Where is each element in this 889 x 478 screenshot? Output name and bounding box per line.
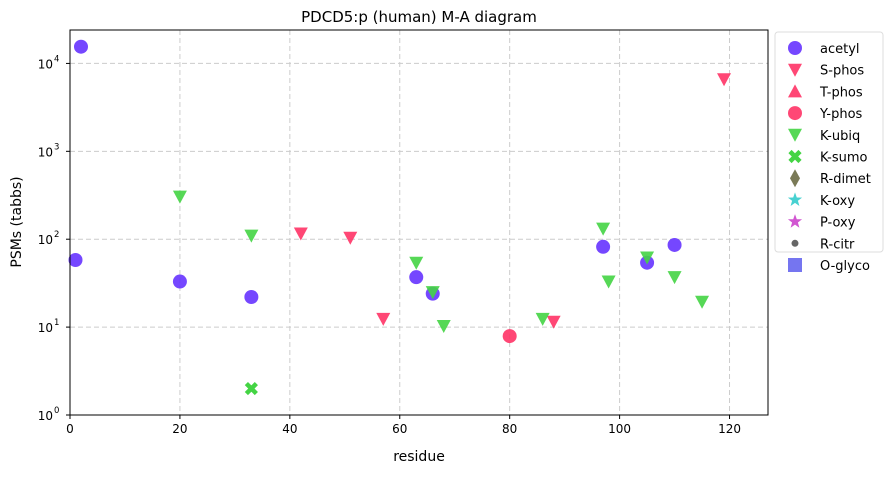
y-tick-exponent: 3 — [54, 142, 59, 152]
data-point-k-ubiq — [436, 319, 451, 333]
data-point-k-ubiq — [409, 256, 424, 270]
legend-label: K-sumo — [820, 151, 868, 166]
legend-marker-k-oxy — [787, 192, 803, 206]
data-point-acetyl — [596, 239, 611, 254]
legend-marker-k-ubiq — [788, 128, 802, 142]
data-point-acetyl — [244, 290, 259, 305]
chart-title: PDCD5:p (human) M-A diagram — [301, 8, 537, 26]
y-tick-exponent: 1 — [54, 318, 59, 328]
x-tick-label: 40 — [282, 422, 297, 436]
y-tick-label: 10 — [38, 321, 53, 335]
plot-frame — [69, 29, 769, 416]
data-point-k-ubiq — [425, 286, 440, 300]
legend-marker-r-citr — [791, 239, 799, 247]
data-point-s-phos — [717, 73, 732, 87]
legend-label: R-citr — [820, 237, 855, 252]
y-tick-exponent: 2 — [54, 230, 59, 240]
data-point-k-ubiq — [172, 190, 187, 204]
x-tick-label: 100 — [608, 422, 631, 436]
legend-label: R-dimet — [820, 172, 871, 187]
data-point-s-phos — [376, 312, 391, 326]
legend-box — [774, 31, 884, 253]
data-point-acetyl — [68, 253, 83, 268]
y-tick-exponent: 4 — [54, 54, 59, 64]
data-point-acetyl — [73, 39, 88, 54]
data-point-k-ubiq — [535, 312, 550, 326]
y-tick-exponent: 0 — [54, 406, 59, 416]
legend-marker-s-phos — [788, 63, 802, 77]
data-point-k-ubiq — [244, 229, 259, 243]
x-tick-label: 80 — [502, 422, 517, 436]
legend-marker-y-phos — [788, 106, 802, 121]
y-tick-label: 10 — [38, 57, 53, 71]
data-point-k-ubiq — [596, 222, 611, 236]
x-axis-label: residue — [393, 449, 445, 465]
legend-label: T-phos — [819, 85, 863, 100]
data-point-acetyl — [409, 270, 424, 285]
data-point-acetyl — [667, 237, 682, 252]
y-tick-label: 10 — [38, 145, 53, 159]
data-point-k-ubiq — [667, 271, 682, 285]
data-point-y-phos — [502, 329, 517, 344]
legend-label: acetyl — [820, 42, 860, 57]
x-tick-label: 20 — [172, 422, 187, 436]
data-point-k-ubiq — [601, 275, 616, 289]
data-point-k-ubiq — [640, 251, 655, 265]
data-point-s-phos — [546, 315, 561, 329]
x-tick-label: 0 — [66, 422, 74, 436]
data-point-s-phos — [293, 227, 308, 241]
legend-label: P-oxy — [820, 216, 856, 231]
data-point-s-phos — [343, 231, 358, 245]
y-tick-label: 10 — [38, 409, 53, 423]
data-point-k-sumo — [244, 381, 258, 396]
data-point-k-ubiq — [695, 295, 710, 309]
x-tick-label: 120 — [718, 422, 741, 436]
x-tick-label: 60 — [392, 422, 407, 436]
y-axis-label: PSMs (tabbs) — [9, 176, 25, 267]
legend-marker-p-oxy — [787, 214, 803, 228]
legend-marker-r-dimet — [790, 169, 800, 188]
legend-label: O-glyco — [820, 259, 870, 274]
legend-label: K-ubiq — [820, 129, 860, 144]
data-point-acetyl — [172, 274, 187, 289]
legend-label: S-phos — [820, 64, 864, 79]
legend-marker-o-glyco — [788, 258, 802, 272]
legend-marker-t-phos — [788, 84, 802, 98]
legend-label: K-oxy — [820, 194, 855, 209]
y-tick-label: 10 — [38, 233, 53, 247]
legend-label: Y-phos — [819, 107, 863, 122]
legend-marker-k-sumo — [788, 149, 802, 164]
legend-marker-acetyl — [788, 41, 802, 55]
